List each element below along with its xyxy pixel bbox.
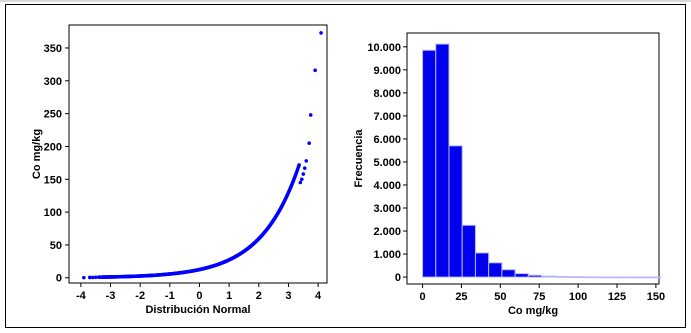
qq-y-tick-label: 100 bbox=[44, 207, 62, 219]
qq-point bbox=[302, 166, 307, 170]
histogram-y-tick-label: 9.000 bbox=[373, 65, 401, 77]
histogram-bar bbox=[580, 276, 595, 279]
qq-point bbox=[319, 31, 323, 35]
qq-point bbox=[299, 177, 304, 182]
histogram-bar bbox=[448, 145, 463, 278]
histogram-y-tick-label: 8.000 bbox=[373, 88, 401, 100]
histogram-x-tick-label: 150 bbox=[647, 291, 665, 303]
histogram-bar bbox=[620, 276, 635, 279]
histogram-bar bbox=[633, 276, 648, 279]
histogram-y-tick-label: 4.000 bbox=[373, 180, 401, 192]
histogram: 0 1.000 2.000 3.000 4.000 5.000 6.000 7.000 8.00… bbox=[353, 32, 665, 317]
qq-x-tick-label: 0 bbox=[196, 290, 202, 302]
histogram-y-tick-label: 1.000 bbox=[373, 249, 401, 261]
qq-point bbox=[87, 275, 92, 280]
histogram-x-axis: 0 25 50 75 100 125 150 bbox=[419, 284, 665, 303]
histogram-x-axis-label: Co mg/kg bbox=[508, 305, 558, 317]
qq-x-tick-label: 3 bbox=[285, 290, 291, 302]
histogram-bar bbox=[607, 276, 622, 279]
qq-point bbox=[90, 275, 95, 280]
histogram-y-tick-label: 6.000 bbox=[373, 134, 401, 146]
qq-point bbox=[301, 172, 306, 176]
histogram-bar bbox=[474, 252, 490, 278]
figure-frame bbox=[5, 4, 686, 328]
top-border-line bbox=[0, 0, 691, 2]
qq-y-tick-label: 350 bbox=[44, 43, 62, 55]
qq-point bbox=[82, 275, 86, 280]
histogram-bar bbox=[501, 269, 516, 278]
histogram-bar bbox=[527, 274, 543, 278]
histogram-bar bbox=[541, 275, 556, 278]
qq-y-tick-label: 0 bbox=[56, 273, 62, 285]
histogram-y-axis-label: Frecuencia bbox=[353, 129, 365, 188]
histogram-y-tick-label: 2.000 bbox=[373, 226, 401, 238]
qq-point bbox=[307, 141, 312, 145]
histogram-x-tick-label: 25 bbox=[455, 291, 467, 303]
qq-y-tick-label: 150 bbox=[44, 174, 62, 186]
histogram-bar bbox=[422, 49, 437, 278]
histogram-bar bbox=[646, 276, 662, 279]
histogram-y-tick-label: 3.000 bbox=[373, 203, 401, 215]
histogram-bars bbox=[422, 43, 662, 279]
histogram-bar bbox=[461, 224, 476, 278]
histogram-x-tick-label: 0 bbox=[419, 291, 425, 303]
histogram-x-tick-label: 75 bbox=[533, 291, 545, 303]
qq-point bbox=[298, 180, 303, 185]
histogram-bar bbox=[514, 273, 529, 278]
histogram-y-tick-label: 10.000 bbox=[367, 42, 401, 54]
histogram-bar bbox=[567, 276, 582, 279]
histogram-bar bbox=[435, 43, 450, 278]
qq-plot: 0 50 100 150 200 250 300 350 -4 -3 -2 -1 0 1 2 3 4 Dist… bbox=[31, 24, 328, 316]
histogram-y-tick-label: 7.000 bbox=[373, 111, 401, 123]
qq-x-axis: -4 -3 -2 -1 0 1 2 3 4 bbox=[76, 283, 322, 302]
qq-y-axis: 0 50 100 150 200 250 300 350 bbox=[44, 43, 69, 285]
qq-x-tick-label: 4 bbox=[315, 290, 322, 302]
qq-point bbox=[313, 68, 317, 73]
qq-point bbox=[93, 275, 98, 280]
histogram-bar bbox=[554, 276, 569, 278]
qq-x-tick-label: 2 bbox=[256, 290, 262, 302]
qq-y-tick-label: 50 bbox=[50, 240, 62, 252]
histogram-plot-area bbox=[406, 32, 660, 285]
histogram-x-tick-label: 125 bbox=[608, 291, 626, 303]
qq-x-axis-label: Distribución Normal bbox=[145, 304, 250, 316]
histogram-bar bbox=[593, 276, 609, 279]
histogram-y-tick-label: 0 bbox=[395, 272, 401, 284]
qq-y-tick-label: 250 bbox=[44, 109, 62, 121]
histogram-y-tick-label: 5.000 bbox=[373, 157, 401, 169]
qq-y-tick-label: 200 bbox=[44, 141, 62, 153]
qq-point bbox=[304, 159, 309, 163]
qq-x-tick-label: -1 bbox=[165, 290, 175, 302]
histogram-x-tick-label: 50 bbox=[494, 291, 506, 303]
qq-y-axis-label: Co mg/kg bbox=[31, 129, 43, 179]
histogram-bar bbox=[488, 262, 503, 278]
qq-x-tick-label: -3 bbox=[106, 290, 116, 302]
qq-x-tick-label: -4 bbox=[76, 290, 87, 302]
qq-plot-area bbox=[68, 24, 328, 284]
qq-points bbox=[82, 31, 323, 280]
histogram-x-tick-label: 100 bbox=[569, 291, 587, 303]
qq-y-tick-label: 300 bbox=[44, 76, 62, 88]
qq-x-tick-label: 1 bbox=[226, 290, 232, 302]
qq-point bbox=[297, 163, 301, 167]
histogram-y-axis: 0 1.000 2.000 3.000 4.000 5.000 6.000 7.000 8.00… bbox=[367, 42, 407, 284]
qq-point bbox=[308, 113, 313, 117]
qq-x-tick-label: -2 bbox=[135, 290, 145, 302]
